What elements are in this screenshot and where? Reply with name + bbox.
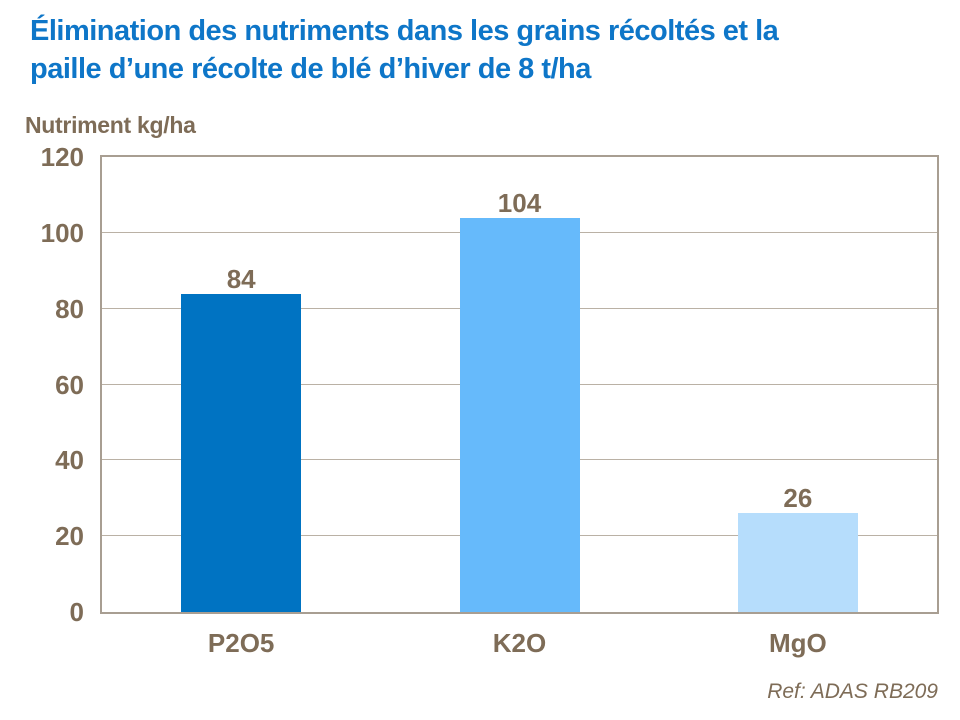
y-tick-label-120: 120 (40, 142, 84, 172)
y-tick-label-100: 100 (40, 217, 84, 248)
chart-title: Élimination des nutriments dans les grai… (30, 12, 779, 88)
bar-MgO (737, 513, 858, 612)
y-tick-label-80: 80 (55, 293, 84, 324)
plot-area: 84 104 26 (100, 155, 939, 614)
bar-P2O5 (181, 293, 302, 612)
bar-value-label-K2O: 104 (497, 187, 542, 218)
y-axis-title: Nutriment kg/ha (25, 112, 196, 138)
y-axis-tick-labels: 0 20 40 60 80 100 120 (0, 0, 84, 720)
x-axis-label-P2O5: P2O5 (207, 628, 275, 658)
bar-value-label-P2O5: 84 (226, 263, 256, 294)
y-tick-label-40: 40 (55, 445, 84, 476)
bar-K2O (459, 217, 580, 612)
x-axis-category-labels: P2O5 K2O MgO (102, 628, 937, 660)
bar-value-label-MgO: 26 (783, 483, 813, 514)
x-axis-label-K2O: K2O (492, 628, 547, 658)
y-tick-label-60: 60 (55, 369, 84, 400)
y-tick-label-20: 20 (55, 521, 84, 552)
y-tick-label-0: 0 (69, 597, 84, 627)
chart-title-line-2: paille d’une récolte de blé d’hiver de 8… (30, 53, 591, 85)
chart-title-line-1: Élimination des nutriments dans les grai… (30, 15, 779, 47)
x-axis-label-MgO: MgO (768, 628, 827, 658)
reference-note: Ref: ADAS RB209 (767, 680, 938, 703)
